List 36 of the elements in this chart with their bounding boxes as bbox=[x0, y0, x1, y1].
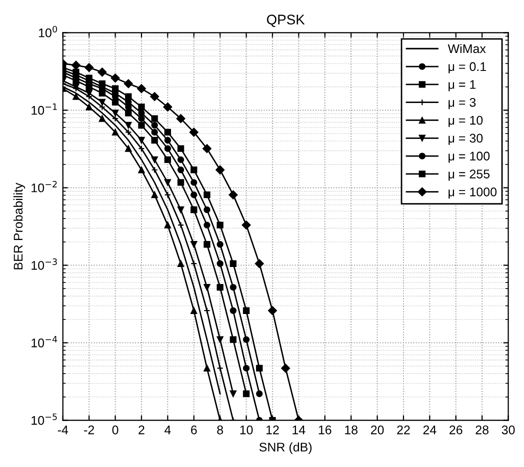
legend-label: μ = 0.1 bbox=[448, 62, 486, 74]
x-tick-label: 28 bbox=[476, 425, 488, 434]
x-tick-label: 12 bbox=[266, 425, 279, 434]
x-tick-label: 0 bbox=[112, 425, 118, 434]
x-tick-label: 18 bbox=[345, 425, 358, 434]
legend-label: WiMax bbox=[448, 44, 486, 54]
y-tick-label: 10$^{0}$ bbox=[38, 26, 58, 38]
x-tick-label: 10 bbox=[240, 425, 253, 434]
y-tick-label: 10$^{−4}$ bbox=[32, 336, 58, 348]
x-tick-label: 14 bbox=[292, 426, 306, 434]
legend-label: μ = 255 bbox=[448, 170, 490, 181]
chart-title: QPSK bbox=[266, 14, 305, 27]
x-axis-title: SNR (dB) bbox=[259, 442, 312, 454]
x-tick-label: 16 bbox=[318, 425, 332, 434]
x-tick-label: 22 bbox=[397, 425, 410, 434]
legend-label: μ = 3 bbox=[448, 98, 476, 110]
legend-label: μ = 100 bbox=[448, 152, 490, 163]
legend-label: μ = 1000 bbox=[448, 187, 497, 199]
x-tick-label: 26 bbox=[450, 425, 462, 434]
legend-label: μ = 1 bbox=[448, 80, 476, 92]
y-tick-label: 10$^{−1}$ bbox=[32, 103, 57, 115]
x-tick-label: 30 bbox=[502, 425, 515, 434]
x-tick-label: 6 bbox=[191, 425, 197, 434]
x-tick-label: -4 bbox=[58, 426, 68, 434]
x-tick-label: 24 bbox=[423, 425, 436, 434]
legend-label: μ = 30 bbox=[448, 134, 483, 145]
y-axis-title: BER Probability bbox=[13, 182, 26, 270]
x-tick-label: 4 bbox=[164, 426, 171, 434]
x-tick-label: 2 bbox=[138, 425, 144, 434]
y-tick-label: 10$^{−3}$ bbox=[32, 258, 57, 270]
x-tick-label: 8 bbox=[217, 425, 224, 434]
y-tick-label: 10$^{−5}$ bbox=[32, 414, 57, 425]
x-tick-label: -2 bbox=[84, 425, 94, 434]
y-tick-label: 10$^{−2}$ bbox=[32, 180, 57, 192]
x-tick-label: 20 bbox=[370, 425, 384, 434]
legend-label: μ = 10 bbox=[448, 116, 483, 128]
